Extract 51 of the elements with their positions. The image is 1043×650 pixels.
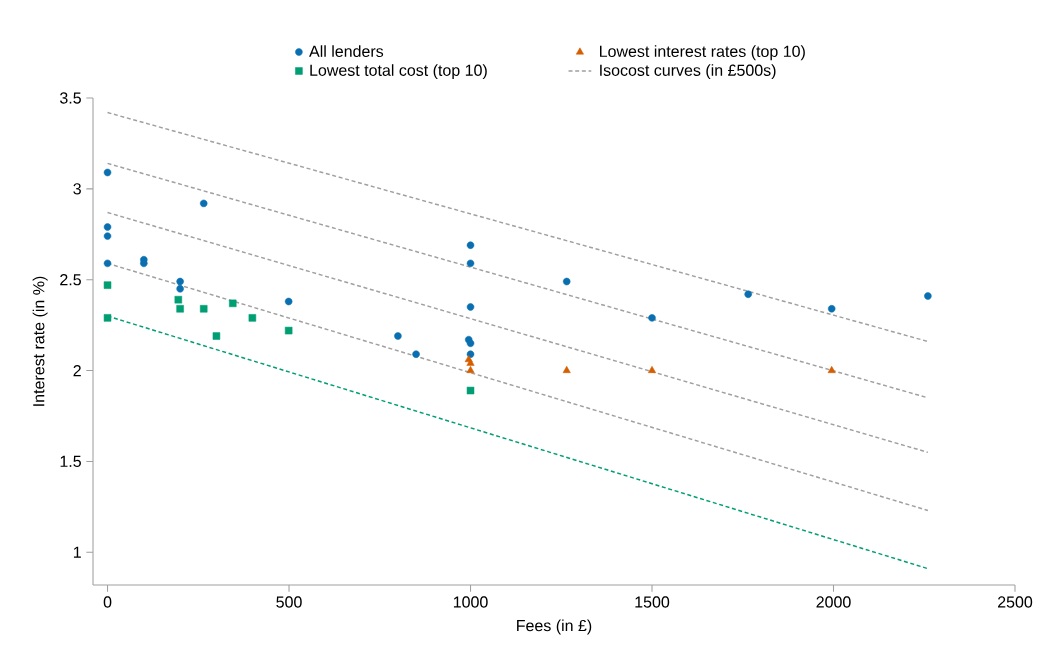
legend-label: Isocost curves (in £500s)	[600, 64, 776, 80]
point	[412, 350, 420, 358]
point	[284, 297, 293, 306]
point	[648, 314, 656, 322]
point	[744, 290, 752, 298]
point	[284, 326, 293, 335]
point	[466, 386, 475, 395]
point	[212, 332, 221, 340]
y-tick-label: 1.5	[60, 455, 81, 467]
point	[248, 314, 257, 322]
point	[924, 292, 932, 300]
point	[103, 314, 112, 322]
point	[103, 223, 112, 231]
legend-label: All lenders	[309, 45, 384, 58]
point	[466, 303, 475, 311]
point	[466, 366, 475, 373]
point	[176, 305, 184, 313]
x-tick-label: 0	[103, 596, 112, 608]
point	[103, 281, 112, 289]
y-tick-label: 3.5	[60, 92, 81, 104]
point	[827, 366, 836, 373]
x-tick-label: 1500	[635, 596, 670, 608]
point	[103, 259, 112, 268]
x-tick-label: 1000	[453, 596, 488, 608]
y-axis-title: Interest rate (in %)	[32, 276, 48, 406]
point	[562, 366, 571, 373]
point	[648, 366, 656, 373]
point	[466, 259, 475, 268]
point	[103, 232, 112, 240]
point	[394, 332, 402, 340]
point	[466, 241, 475, 249]
point	[176, 277, 184, 286]
point	[199, 305, 208, 313]
point	[466, 339, 475, 348]
point	[229, 299, 237, 308]
point	[103, 168, 112, 177]
point	[176, 285, 184, 293]
y-tick-label: 2	[73, 364, 81, 377]
point	[199, 199, 208, 208]
point	[174, 295, 183, 304]
point	[562, 277, 571, 286]
legend-label: Lowest total cost (top 10)	[310, 64, 487, 80]
y-tick-label: 1	[73, 546, 81, 558]
x-tick-label: 2500	[998, 596, 1033, 608]
y-tick-label: 3	[73, 183, 81, 195]
point	[827, 305, 836, 313]
x-axis-title: Fees (in £)	[517, 619, 592, 635]
x-tick-label: 500	[276, 596, 302, 608]
legend-label: Lowest interest rates (top 10)	[600, 45, 805, 61]
x-tick-label: 2000	[816, 596, 851, 608]
y-tick-label: 2.5	[60, 274, 81, 286]
